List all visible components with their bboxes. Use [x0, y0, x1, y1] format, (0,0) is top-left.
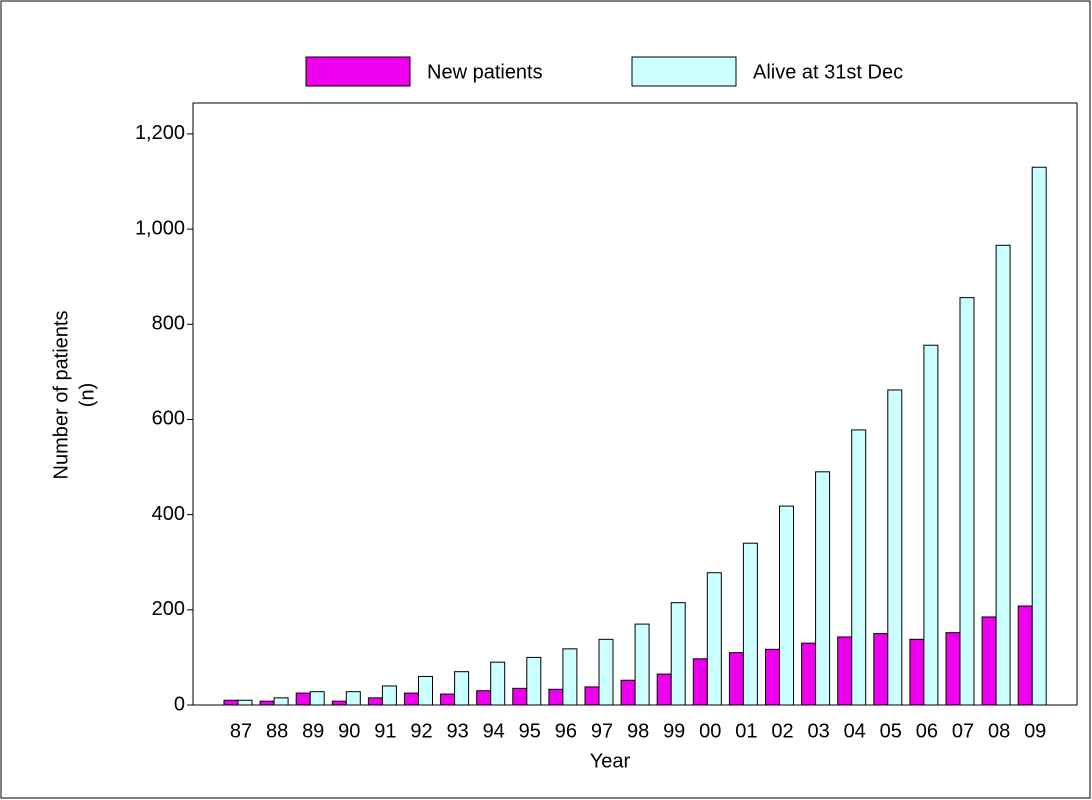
x-axis-label: Year [590, 750, 631, 772]
x-tick-label: 00 [699, 720, 721, 742]
x-tick-label: 90 [338, 720, 360, 742]
x-tick-label: 98 [627, 720, 649, 742]
bar [259, 700, 275, 706]
bar [815, 471, 831, 706]
x-tick-label: 97 [591, 720, 613, 742]
x-tick-label: 88 [266, 720, 288, 742]
y-tick-label: 400 [152, 503, 185, 525]
bar [887, 389, 903, 706]
bar [959, 297, 975, 706]
x-tick-label: 07 [952, 720, 974, 742]
legend-swatch [305, 56, 411, 87]
y-axis-label: (n) [76, 383, 98, 407]
x-tick-label: 99 [663, 720, 685, 742]
bar [801, 642, 817, 706]
bar [454, 671, 470, 706]
bar [837, 636, 853, 706]
bar [440, 693, 456, 706]
bar [584, 686, 600, 706]
bar [223, 699, 239, 706]
x-tick-label: 05 [880, 720, 902, 742]
legend-label: Alive at 31st Dec [753, 61, 903, 83]
x-tick-label: 06 [916, 720, 938, 742]
bar [526, 656, 542, 706]
bar [779, 505, 794, 706]
bar [923, 344, 939, 706]
bar [670, 602, 686, 706]
bar [945, 632, 961, 706]
x-tick-label: 01 [735, 720, 757, 742]
bar [309, 691, 325, 706]
bar [548, 688, 564, 706]
y-axis-label: Number of patients [50, 311, 72, 480]
bar [634, 623, 650, 706]
bar [620, 679, 636, 706]
x-tick-label: 92 [410, 720, 432, 742]
bar [909, 638, 925, 706]
bar [476, 690, 492, 706]
bar [345, 691, 361, 706]
bar [706, 572, 722, 706]
bar [851, 429, 867, 706]
x-tick-label: 04 [844, 720, 866, 742]
bar [1017, 605, 1033, 706]
x-tick-label: 96 [555, 720, 577, 742]
y-tick-label: 1,000 [135, 217, 185, 239]
bar [331, 700, 347, 706]
bar [295, 692, 311, 706]
bar [512, 687, 528, 706]
x-tick-label: 94 [483, 720, 505, 742]
legend-swatch [631, 56, 737, 87]
bar [656, 673, 672, 706]
bar [995, 244, 1011, 706]
bar [490, 661, 506, 706]
bar [1031, 166, 1047, 706]
legend-label: New patients [427, 61, 543, 83]
y-tick-label: 1,200 [135, 122, 185, 144]
x-tick-label: 91 [374, 720, 396, 742]
x-tick-label: 95 [519, 720, 541, 742]
bar [562, 648, 578, 706]
bar [742, 542, 758, 706]
bar [273, 697, 289, 706]
bar [598, 638, 614, 706]
x-tick-label: 89 [302, 720, 324, 742]
x-tick-label: 87 [230, 720, 252, 742]
bar [692, 658, 708, 706]
y-tick-label: 800 [152, 313, 185, 335]
bar [765, 648, 780, 706]
x-tick-label: 09 [1024, 720, 1046, 742]
bar [873, 633, 889, 706]
x-tick-label: 08 [988, 720, 1010, 742]
bar [404, 692, 419, 706]
y-tick-label: 200 [152, 598, 185, 620]
x-tick-label: 02 [771, 720, 793, 742]
bar [981, 616, 997, 706]
x-tick-label: 03 [807, 720, 829, 742]
y-tick-label: 0 [174, 693, 185, 715]
bar [237, 699, 253, 706]
bar [367, 697, 383, 706]
bar [418, 675, 433, 706]
bar [728, 652, 744, 706]
x-tick-label: 93 [446, 720, 468, 742]
y-tick-label: 600 [152, 408, 185, 430]
bar [381, 685, 397, 706]
